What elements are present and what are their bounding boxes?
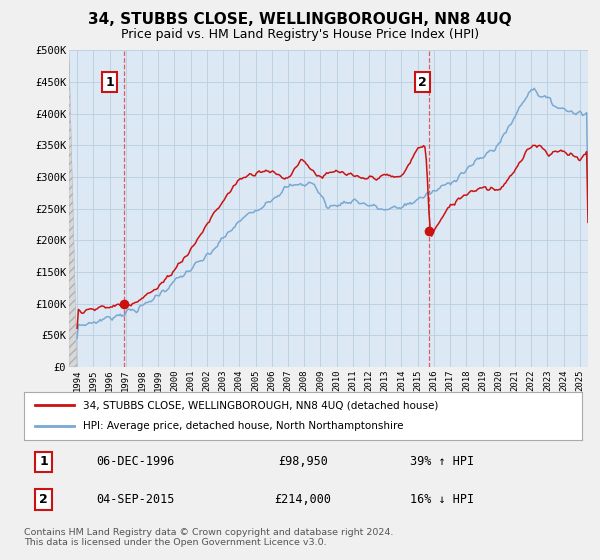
- Text: £214,000: £214,000: [275, 493, 331, 506]
- Text: 34, STUBBS CLOSE, WELLINGBOROUGH, NN8 4UQ (detached house): 34, STUBBS CLOSE, WELLINGBOROUGH, NN8 4U…: [83, 400, 438, 410]
- Text: 1: 1: [105, 76, 114, 88]
- Text: Price paid vs. HM Land Registry's House Price Index (HPI): Price paid vs. HM Land Registry's House …: [121, 28, 479, 41]
- Text: 39% ↑ HPI: 39% ↑ HPI: [410, 455, 475, 468]
- Text: 34, STUBBS CLOSE, WELLINGBOROUGH, NN8 4UQ: 34, STUBBS CLOSE, WELLINGBOROUGH, NN8 4U…: [88, 12, 512, 27]
- Text: 04-SEP-2015: 04-SEP-2015: [97, 493, 175, 506]
- Text: 1: 1: [39, 455, 48, 468]
- Text: 2: 2: [39, 493, 48, 506]
- Text: 2: 2: [418, 76, 427, 88]
- Text: Contains HM Land Registry data © Crown copyright and database right 2024.
This d: Contains HM Land Registry data © Crown c…: [24, 528, 394, 547]
- Text: £98,950: £98,950: [278, 455, 328, 468]
- Text: 06-DEC-1996: 06-DEC-1996: [97, 455, 175, 468]
- Text: HPI: Average price, detached house, North Northamptonshire: HPI: Average price, detached house, Nort…: [83, 421, 403, 431]
- Text: 16% ↓ HPI: 16% ↓ HPI: [410, 493, 475, 506]
- Polygon shape: [69, 50, 77, 367]
